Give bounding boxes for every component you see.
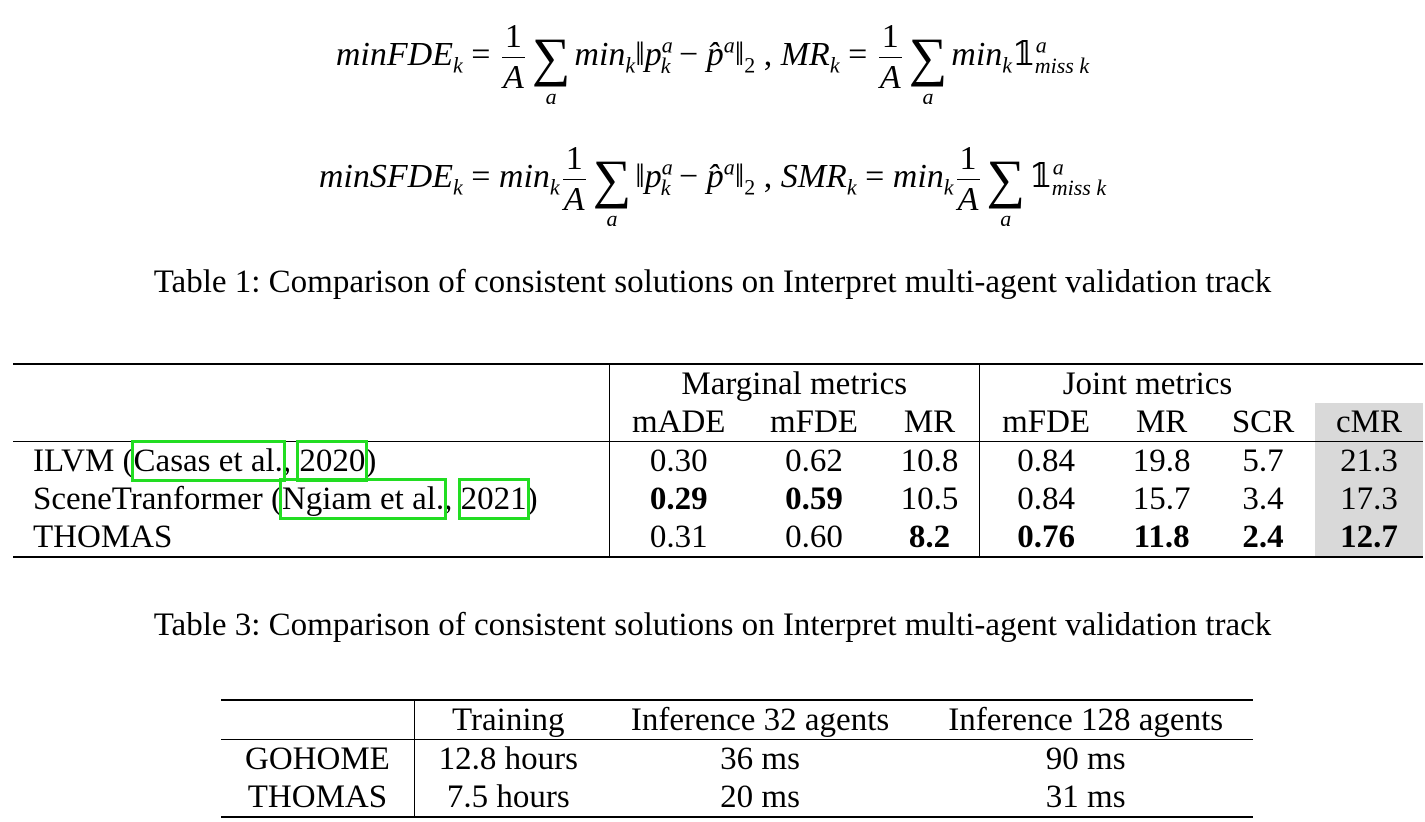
group-header-marginal: Marginal metrics [608,364,980,403]
cell: 10.5 [900,481,959,517]
equation-minsfde-smr: minSFDEk = mink 1 A ∑ a ‖pak − p̂a‖2 , SMRk =… [318,139,1107,231]
col-header: Training [413,700,602,740]
method-name: THOMAS [247,779,388,815]
cell: 7.5 hours [413,778,602,817]
col-header: SCR [1231,404,1295,440]
cell: 0.59 [785,481,843,517]
table1: Marginal metrics Joint metrics mADE mFDE… [13,363,1423,558]
col-header: Inference 128 agents [948,702,1224,738]
cell: 0.30 [608,441,748,480]
table-row: SceneTranformer (Ngiam et al., 2021) 0.2… [13,478,1423,520]
method-name: THOMAS [33,519,173,555]
table-row: THOMAS 7.5 hours 20 ms 31 ms [221,778,1253,817]
cell: 3.4 [1242,481,1284,517]
col-header: mADE [608,403,748,442]
table3-caption: Table 3: Comparison of consistent soluti… [153,607,1272,643]
cell: 20 ms [720,779,800,815]
cell: 11.8 [1133,519,1190,555]
method-name: GOHOME [221,739,415,778]
table3-header-row: Training Inference 32 agents Inference 1… [221,700,1253,740]
table-row: ILVM (Casas et al., 2020) 0.30 0.62 10.8… [13,440,1423,482]
cell: 0.62 [747,441,881,480]
table3: Training Inference 32 agents Inference 1… [221,699,1253,818]
citation-year-link[interactable]: 2021 [457,478,530,520]
col-header: MR [1135,404,1188,440]
table1-group-header-row: Marginal metrics Joint metrics [13,364,1423,403]
cell: 0.60 [785,519,843,555]
cell: 19.8 [1112,441,1212,480]
citation-link[interactable]: Ngiam et al. [278,478,448,520]
cell: 0.84 [978,480,1113,518]
cell: 36 ms [601,739,919,778]
col-header: Inference 32 agents [630,702,890,738]
citation-link[interactable]: Casas et al. [130,440,286,482]
group-header-joint: Joint metrics [978,364,1315,403]
cell: 31 ms [1045,779,1126,815]
cell: 0.76 [978,518,1113,557]
cell: 2.4 [1242,519,1284,555]
col-header: MR [903,404,956,440]
cell: 0.31 [608,518,748,557]
citation-year-link[interactable]: 2020 [296,440,369,482]
cell: 8.2 [908,519,951,555]
cell: 21.3 [1315,441,1423,480]
cell: 17.3 [1315,480,1423,518]
equation-minfde-mr: minFDEk = 1 A ∑ a mink‖pak − p̂a‖2 , MRk = 1… [335,17,1090,109]
cell: 12.7 [1315,518,1423,557]
cell: 90 ms [918,739,1253,778]
col-header-cmr: cMR [1315,403,1423,442]
table1-caption: Table 1: Comparison of consistent soluti… [153,264,1272,300]
col-header: mFDE [769,404,858,440]
cell: 5.7 [1211,441,1315,480]
cell: 0.84 [978,441,1113,480]
cell: 15.7 [1132,481,1191,517]
method-name: SceneTranformer (Ngiam et al., 2021) [33,478,538,520]
col-header: mFDE [978,403,1113,442]
table1-column-header-row: mADE mFDE MR mFDE MR SCR cMR [13,403,1423,442]
table-row: GOHOME 12.8 hours 36 ms 90 ms [221,739,1253,778]
table-row: THOMAS 0.31 0.60 8.2 0.76 11.8 2.4 12.7 [13,518,1423,557]
method-name: ILVM (Casas et al., 2020) [13,440,610,482]
cell: 0.29 [608,480,748,518]
cell: 12.8 hours [413,739,602,778]
cell: 10.8 [880,441,980,480]
